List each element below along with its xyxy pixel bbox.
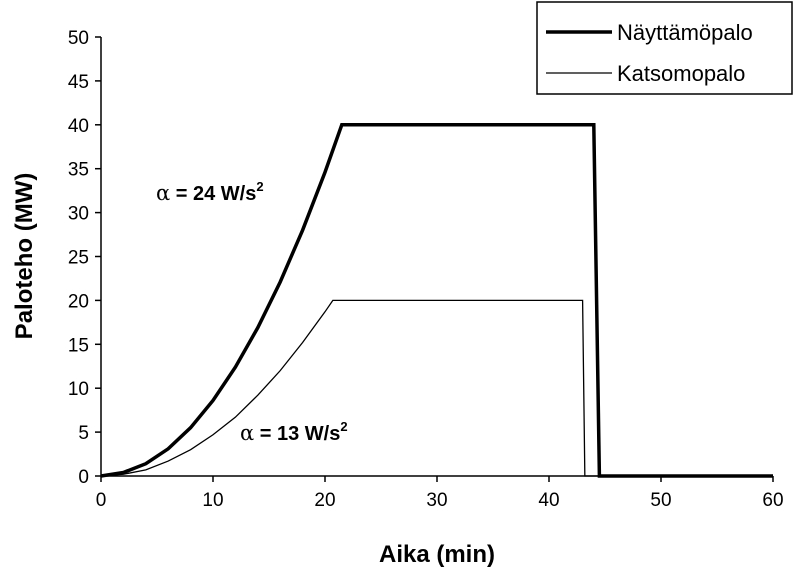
y-tick-label: 35 <box>68 160 89 181</box>
legend-label-katsomopalo: Katsomopalo <box>617 61 745 86</box>
x-axis-title: Aika (min) <box>379 541 495 568</box>
legend-label-nayttamopalo: Näyttämöpalo <box>617 20 753 45</box>
y-tick-label: 45 <box>68 72 89 93</box>
series-line-nayttamopalo <box>100 123 773 478</box>
annotation-alpha-24: α = 24 W/s2 <box>156 179 264 205</box>
x-tick-label: 50 <box>650 490 671 511</box>
x-tick-label: 0 <box>96 490 107 511</box>
y-axis-title: Paloteho (MW) <box>11 173 38 340</box>
legend-box <box>536 1 793 95</box>
series-line-katsomopalo <box>100 299 773 477</box>
y-tick-label: 20 <box>68 291 89 312</box>
y-tick-label: 5 <box>78 423 89 444</box>
y-tick-label: 50 <box>68 28 89 49</box>
x-tick-label: 30 <box>426 490 447 511</box>
x-tick-label: 20 <box>314 490 335 511</box>
legend: Näyttämöpalo Katsomopalo <box>536 1 793 95</box>
y-tick-label: 40 <box>68 116 89 137</box>
annotation-alpha-13: α = 13 W/s2 <box>240 419 348 445</box>
y-tick-label: 0 <box>78 467 89 488</box>
x-tick-label: 60 <box>762 490 783 511</box>
x-tick-label: 10 <box>202 490 223 511</box>
plot-area: 0 5 10 15 20 25 30 35 40 45 50 0 10 20 30 40 50 60 <box>68 28 784 511</box>
y-tick-label: 10 <box>68 379 89 400</box>
y-tick-label: 30 <box>68 204 89 225</box>
x-axis-ticks: 0 10 20 30 40 50 60 <box>96 476 784 511</box>
y-axis-ticks: 0 5 10 15 20 25 30 35 40 45 50 <box>68 28 101 488</box>
x-tick-label: 40 <box>538 490 559 511</box>
series-layer <box>100 123 773 478</box>
y-tick-label: 15 <box>68 335 89 356</box>
y-tick-label: 25 <box>68 248 89 269</box>
